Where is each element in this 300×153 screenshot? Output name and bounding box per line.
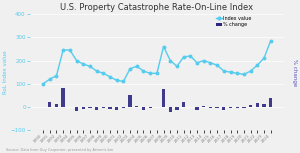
Title: U.S. Property Catastrophe Rate-On-Line Index: U.S. Property Catastrophe Rate-On-Line I… — [60, 3, 253, 12]
Bar — [169, 107, 172, 112]
Bar — [256, 103, 259, 107]
Bar — [222, 107, 226, 110]
Bar — [229, 107, 232, 108]
Bar — [242, 107, 246, 108]
Bar — [249, 104, 252, 107]
Bar — [215, 107, 219, 108]
Bar — [269, 98, 272, 107]
Bar — [95, 107, 98, 110]
Bar — [128, 95, 132, 107]
Bar — [115, 107, 119, 110]
Bar — [122, 107, 125, 108]
Bar — [142, 107, 145, 110]
Y-axis label: RoL Index value: RoL Index value — [3, 50, 8, 94]
Bar — [102, 107, 105, 108]
Bar — [202, 106, 206, 107]
Bar — [55, 104, 58, 107]
Bar — [162, 89, 165, 107]
Bar — [236, 107, 239, 108]
Bar — [175, 107, 178, 110]
Bar — [75, 107, 78, 111]
Bar — [182, 102, 185, 107]
Bar — [48, 102, 51, 107]
Bar — [135, 106, 139, 107]
Bar — [108, 107, 112, 109]
Bar — [88, 107, 91, 108]
Bar — [195, 107, 199, 110]
Bar — [82, 107, 85, 109]
Text: Source: Data from Guy Carpenter, presented by Artemis.bm: Source: Data from Guy Carpenter, present… — [6, 148, 113, 152]
Bar — [61, 88, 65, 107]
Bar — [209, 107, 212, 108]
Legend: Index value, % change: Index value, % change — [214, 14, 253, 29]
Y-axis label: % change: % change — [292, 59, 297, 86]
Bar — [148, 107, 152, 108]
Bar — [262, 104, 266, 107]
